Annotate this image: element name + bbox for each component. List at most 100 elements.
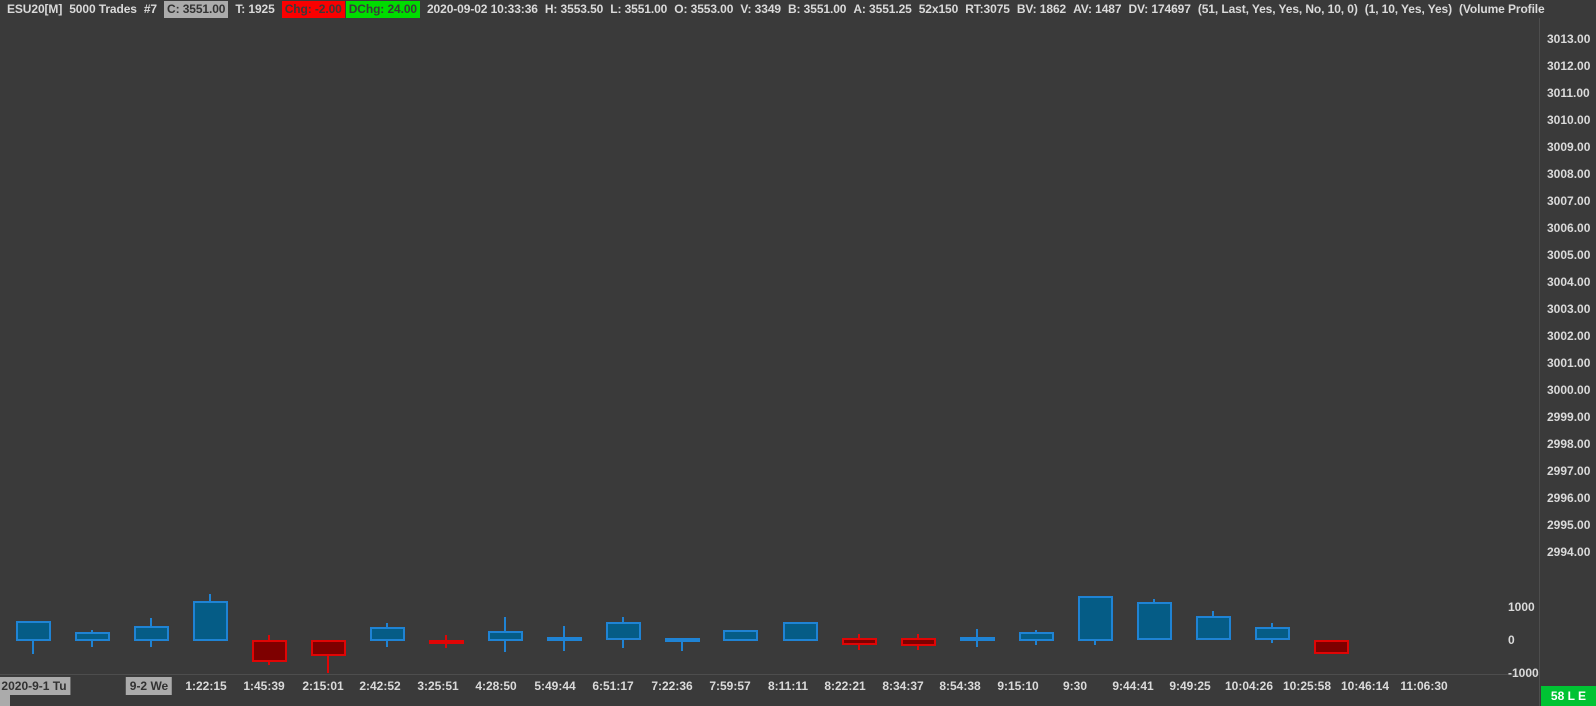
time-label: 9:15:10 [997,679,1039,693]
time-label: 10:46:14 [1340,679,1390,693]
candle-body-down [1314,640,1349,654]
candle-body-up [547,637,582,641]
price-tick: 3012.00 [1547,59,1591,73]
price-tick: 2996.00 [1547,491,1591,505]
status-volume: V: 3349 [740,2,781,16]
candle-body-up [1255,627,1290,640]
status-trades: T: 1925 [235,2,275,16]
status-open: O: 3553.00 [674,2,734,16]
time-label: 9:30 [1062,679,1088,693]
status-bid-volume: BV: 1862 [1016,2,1067,16]
price-tick: 3008.00 [1547,167,1591,181]
price-tick: 3002.00 [1547,329,1591,343]
price-tick: 2995.00 [1547,518,1591,532]
candle-body-up [193,601,228,641]
price-tick: 3004.00 [1547,275,1591,289]
price-tick: 3003.00 [1547,302,1591,316]
status-symbol: ESU20[M] [7,2,63,16]
candle-wick [327,640,329,673]
time-label: 11:06:30 [1400,679,1448,693]
candle-body-down [429,640,464,644]
status-bid: B: 3551.00 [787,2,847,16]
status-bid-ask-size: 52x150 [918,2,959,16]
volume-tick: -1000 [1508,666,1539,680]
time-axis-separator [0,674,1539,675]
status-high: H: 3553.50 [544,2,604,16]
price-axis-separator [1539,18,1540,706]
candle-body-up [1019,632,1054,641]
time-label: 8:22:21 [824,679,866,693]
time-label: 10:04:26 [1224,679,1274,693]
candle-body-up [1078,596,1113,641]
time-label: 5:49:44 [534,679,576,693]
candle-body-up [723,630,758,641]
time-label: 2:15:01 [302,679,344,693]
position-badge: 58 L E [1541,686,1596,706]
chart-status-bar: ESU20[M] 5000 Trades #7 C: 3551.00 T: 1925 Ch… [7,1,1552,18]
scrollbar-corner [0,694,10,706]
candle-body-up [783,622,818,641]
candle-wick [681,638,683,651]
price-tick: 3011.00 [1547,86,1590,100]
price-tick: 2997.00 [1547,464,1591,478]
price-tick: 3007.00 [1547,194,1591,208]
candle-body-down [311,640,346,656]
price-tick: 2998.00 [1547,437,1591,451]
status-study-settings-2: (1, 10, Yes, Yes) [1364,2,1452,16]
status-daily-volume: DV: 174697 [1128,2,1191,16]
time-label: 3:25:51 [417,679,459,693]
candle-body-up [134,626,169,641]
time-label: 2020-9-1 Tu [0,677,71,695]
status-change: Chg: -2.00 [281,1,345,18]
price-tick: 3006.00 [1547,221,1591,235]
candle-body-up [16,621,51,641]
status-daily-change: DChg: 24.00 [345,1,420,18]
candle-body-up [75,632,110,641]
time-label: 9:44:41 [1112,679,1154,693]
candle-body-up [606,622,641,640]
time-label: 9:49:25 [1169,679,1211,693]
status-bar-period: 5000 Trades [69,2,137,16]
candle-body-up [488,631,523,641]
candle-body-up [665,638,700,642]
price-tick: 3001.00 [1547,356,1591,370]
status-rt: RT:3075 [965,2,1010,16]
time-label: 8:11:11 [767,679,809,693]
candle-body-down [901,638,936,646]
volume-tick: 0 [1508,633,1515,647]
time-label: 1:45:39 [243,679,285,693]
time-label: 10:25:58 [1282,679,1332,693]
status-datetime: 2020-09-02 10:33:36 [426,2,538,16]
candle-body-down [842,638,877,645]
candle-body-down [252,640,287,662]
time-label: 2:42:52 [359,679,401,693]
status-ask-volume: AV: 1487 [1073,2,1122,16]
time-label: 8:54:38 [939,679,981,693]
time-label: 7:22:36 [651,679,693,693]
candle-body-up [960,637,995,641]
status-ask: A: 3551.25 [853,2,912,16]
time-label: 6:51:17 [592,679,634,693]
candle-body-up [1196,616,1231,640]
time-label: 7:59:57 [709,679,751,693]
price-tick: 2999.00 [1547,410,1591,424]
status-study-settings-1: (51, Last, Yes, Yes, No, 10, 0) [1197,2,1358,16]
candle-body-up [1137,602,1172,640]
status-study-name: (Volume Profile [1458,2,1545,16]
price-tick: 3013.00 [1547,32,1591,46]
price-tick: 2994.00 [1547,545,1591,559]
price-tick: 3000.00 [1547,383,1591,397]
volume-tick: 1000 [1508,600,1535,614]
status-bar-number: #7 [143,2,157,16]
price-tick: 3005.00 [1547,248,1591,262]
price-tick: 3009.00 [1547,140,1591,154]
price-tick: 3010.00 [1547,113,1591,127]
time-label: 8:34:37 [882,679,924,693]
time-label: 1:22:15 [185,679,227,693]
status-low: L: 3551.00 [610,2,668,16]
candle-body-up [370,627,405,641]
time-label: 4:28:50 [475,679,517,693]
time-label: 9-2 We [125,677,173,695]
status-close: C: 3551.00 [164,1,229,18]
